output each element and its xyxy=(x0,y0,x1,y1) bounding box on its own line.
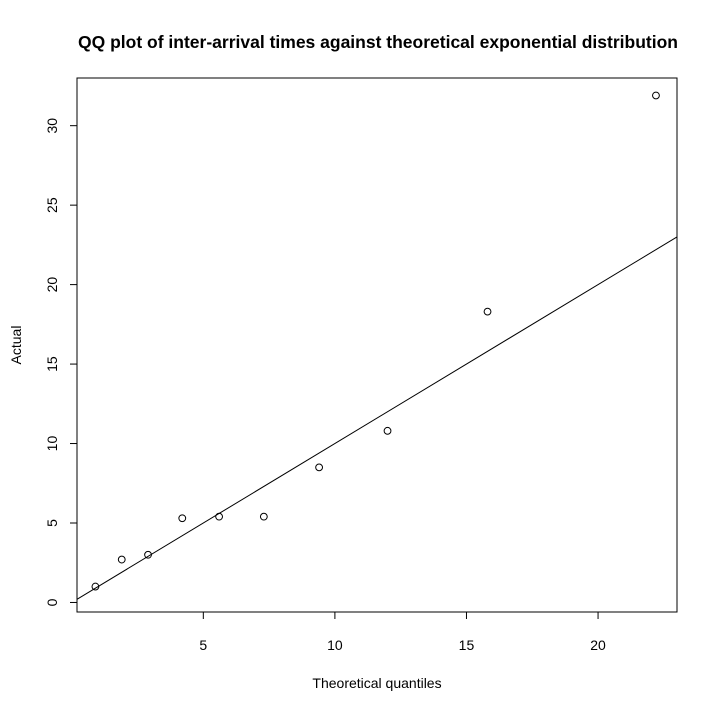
y-tick-label: 20 xyxy=(44,277,60,293)
x-axis: 5 10 15 20 xyxy=(199,612,606,653)
x-tick-label: 15 xyxy=(459,637,475,653)
plot-frame xyxy=(76,77,678,613)
y-axis: 0 5 10 15 20 25 30 xyxy=(44,118,77,606)
chart-title: QQ plot of inter-arrival times against t… xyxy=(78,32,678,52)
x-tick-label: 20 xyxy=(590,637,606,653)
data-point xyxy=(259,512,268,521)
data-point xyxy=(652,91,660,100)
data-point xyxy=(483,307,492,316)
data-point xyxy=(383,426,392,435)
x-axis-label: Theoretical quantiles xyxy=(312,675,441,691)
y-tick-label: 10 xyxy=(44,436,60,452)
data-point xyxy=(117,555,126,564)
data-point xyxy=(144,550,152,559)
y-tick-label: 0 xyxy=(44,598,60,606)
x-tick-label: 5 xyxy=(199,637,207,653)
x-tick-label: 10 xyxy=(327,637,343,653)
y-tick-label: 30 xyxy=(44,118,60,134)
y-tick-label: 15 xyxy=(44,356,60,372)
reference-line xyxy=(76,236,678,600)
data-point xyxy=(215,512,224,521)
data-points-group xyxy=(91,91,660,591)
y-tick-label: 5 xyxy=(44,519,60,527)
y-axis-label: Actual xyxy=(8,326,24,365)
data-point xyxy=(178,514,187,523)
data-point xyxy=(315,463,324,472)
data-point xyxy=(91,582,100,591)
y-tick-label: 25 xyxy=(44,197,60,213)
reference-line-group xyxy=(76,236,678,600)
